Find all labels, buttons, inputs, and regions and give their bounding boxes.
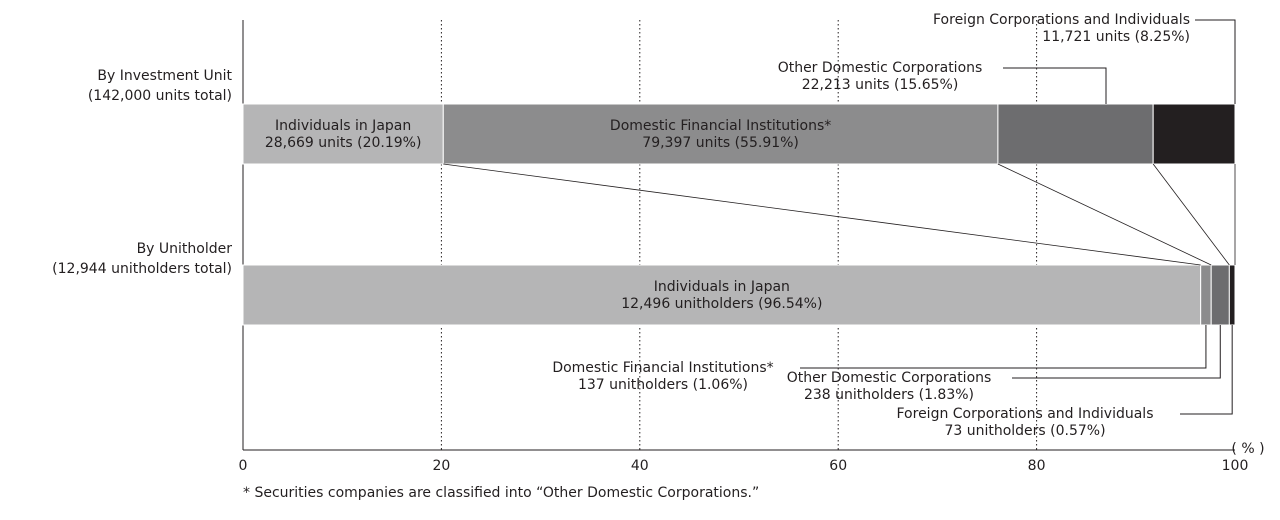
segment-label: Other Domestic Corporations — [778, 60, 983, 76]
leader-line — [1012, 325, 1221, 379]
bar-segment — [1200, 264, 1212, 326]
leader-line — [800, 325, 1207, 369]
bar-segment — [242, 264, 1202, 326]
x-axis-label: ( % ) — [1231, 441, 1264, 457]
bar-segment — [442, 103, 999, 165]
leader-line — [1180, 325, 1233, 415]
x-tick-label: 100 — [1222, 458, 1249, 474]
segment-value-label: 238 unitholders (1.83%) — [804, 387, 974, 403]
segment-value-label: 137 unitholders (1.06%) — [578, 377, 748, 393]
x-tick-label: 0 — [239, 458, 248, 474]
x-tick-label: 60 — [829, 458, 847, 474]
segment-label: Other Domestic Corporations — [787, 370, 992, 386]
segment-label: Domestic Financial Institutions* — [552, 360, 773, 376]
segment-label: Domestic Financial Institutions* — [610, 118, 831, 134]
segment-value-label: 73 unitholders (0.57%) — [944, 423, 1105, 439]
segment-label: Foreign Corporations and Individuals — [933, 12, 1190, 28]
x-tick-label: 80 — [1028, 458, 1046, 474]
row-total: (12,944 unitholders total) — [52, 261, 232, 277]
bar-segment — [1228, 264, 1236, 326]
segment-label: Foreign Corporations and Individuals — [897, 406, 1154, 422]
leader-line — [1003, 67, 1107, 104]
segment-value-label: 22,213 units (15.65%) — [802, 77, 959, 93]
segment-value-label: 11,721 units (8.25%) — [1042, 29, 1190, 45]
x-tick-label: 20 — [432, 458, 450, 474]
row-total: (142,000 units total) — [88, 88, 232, 104]
bar-segment — [242, 103, 444, 165]
footnote: * Securities companies are classified in… — [243, 485, 759, 501]
segment-value-label: 28,669 units (20.19%) — [265, 135, 422, 151]
segment-value-label: 79,397 units (55.91%) — [642, 135, 799, 151]
connector-line — [997, 163, 1212, 266]
x-tick-label: 40 — [631, 458, 649, 474]
bar-segment — [1152, 103, 1236, 165]
connector-line — [1152, 163, 1230, 266]
row-label: By Investment Unit — [97, 68, 232, 84]
bar-segment — [1210, 264, 1230, 326]
leader-line — [1195, 19, 1236, 104]
row-label: By Unitholder — [137, 241, 233, 257]
segment-label: Individuals in Japan — [275, 118, 411, 134]
segment-value-label: 12,496 unitholders (96.54%) — [621, 296, 822, 312]
bar-segment — [997, 103, 1154, 165]
connector-line — [443, 163, 1201, 266]
segment-label: Individuals in Japan — [654, 279, 790, 295]
